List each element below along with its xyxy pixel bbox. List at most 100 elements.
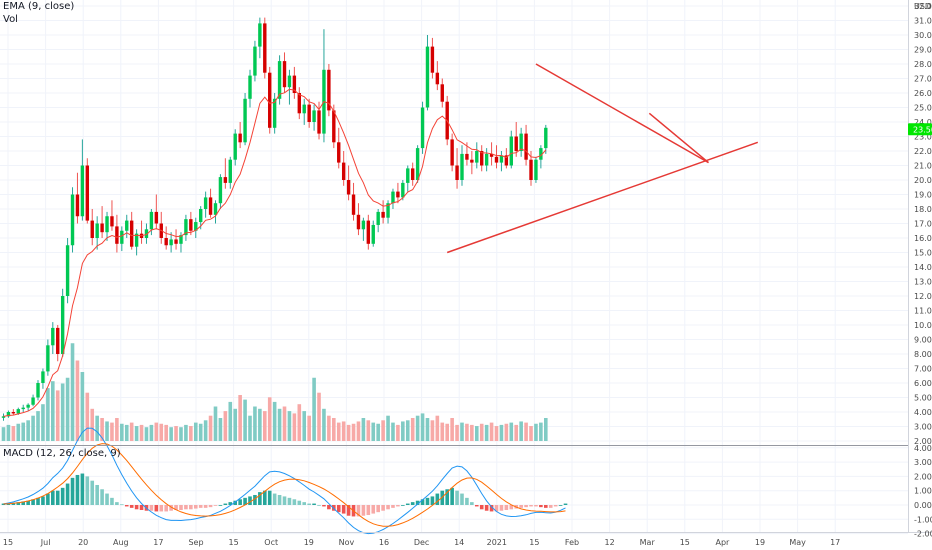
volume-bar xyxy=(154,422,159,441)
volume-bar xyxy=(366,420,371,441)
candle-body xyxy=(31,397,35,405)
time-tick-label: 2021 xyxy=(487,538,507,547)
candle-body xyxy=(144,229,149,238)
volume-bar xyxy=(499,424,504,441)
macd-bar xyxy=(440,490,445,505)
macd-bar xyxy=(51,490,55,505)
candle-body xyxy=(410,168,415,180)
price-tick-label: 26.00 xyxy=(914,89,932,98)
time-tick-label: 15 xyxy=(529,538,539,547)
volume-bar xyxy=(371,422,376,441)
volume-bar xyxy=(193,422,198,441)
macd-tick-label: 0.00 xyxy=(914,501,932,510)
candle-body xyxy=(60,296,65,354)
volume-bar xyxy=(179,427,183,441)
volume-bar xyxy=(445,423,449,441)
candle-body xyxy=(164,238,168,246)
macd-bar xyxy=(65,483,70,505)
candle-body xyxy=(406,168,410,183)
volume-bar xyxy=(440,422,445,441)
trendline xyxy=(446,141,759,254)
volume-bar xyxy=(85,392,90,441)
volume-bar xyxy=(430,420,435,441)
macd-bar xyxy=(208,505,213,508)
candle-body xyxy=(292,75,297,93)
macd-bar xyxy=(80,473,85,505)
macd-bar xyxy=(302,502,307,505)
macd-bar xyxy=(479,505,484,510)
time-tick-label: 20 xyxy=(78,538,88,547)
vol-legend[interactable]: Vol xyxy=(3,14,18,25)
volume-bar xyxy=(139,424,144,441)
volume-bar xyxy=(470,424,474,441)
volume-bar xyxy=(41,404,45,441)
macd-bar xyxy=(11,502,16,505)
candle-body xyxy=(435,72,440,85)
macd-bar xyxy=(267,490,272,505)
ema-legend[interactable]: EMA (9, close) xyxy=(3,1,74,12)
macd-bar xyxy=(243,497,247,505)
price-tick-label: 3.00 xyxy=(914,423,932,432)
volume-bar xyxy=(494,426,499,441)
candle-body xyxy=(134,233,139,247)
candle-body xyxy=(346,180,351,195)
macd-bar xyxy=(134,505,139,510)
volume-bar xyxy=(479,423,484,441)
macd-bar xyxy=(509,505,514,510)
volume-bar xyxy=(218,418,223,441)
candle-body xyxy=(184,219,188,236)
volume-bar xyxy=(55,390,60,441)
volume-bar xyxy=(435,415,440,441)
time-tick-label: Oct xyxy=(264,538,278,547)
candle-body xyxy=(484,153,489,166)
volume-bar xyxy=(332,418,336,441)
price-tick-label: 5.00 xyxy=(914,394,932,403)
candle-body xyxy=(430,46,435,73)
macd-bar xyxy=(272,493,277,505)
candle-body xyxy=(169,239,173,246)
volume-bar xyxy=(223,411,228,441)
volume-bar xyxy=(415,415,420,441)
macd-bar xyxy=(410,502,415,505)
macd-bar xyxy=(465,497,469,505)
macd-axis[interactable]: 4.00 3.00 2.00 1.00 0.00 -1.00 -2.00 xyxy=(914,444,932,539)
volume-bar xyxy=(90,408,95,441)
time-tick-label: Jul xyxy=(40,538,51,547)
macd-bar xyxy=(26,500,30,505)
macd-bar xyxy=(317,505,321,506)
macd-bar xyxy=(544,505,548,508)
volume-bar xyxy=(95,415,99,441)
price-axis[interactable]: 32.00 31.00 30.00 29.00 28.00 27.00 26.00 25.00… xyxy=(914,2,932,446)
volume-bar xyxy=(336,422,341,441)
macd-bar xyxy=(154,505,159,512)
volume-bar xyxy=(253,406,257,441)
volume-bar xyxy=(410,418,415,441)
candle-body xyxy=(272,98,277,128)
volume-bar xyxy=(80,372,85,441)
candle-body xyxy=(440,84,444,102)
volume-bar xyxy=(341,421,346,441)
macd-bar xyxy=(218,505,223,506)
macd-tick-label: 4.00 xyxy=(914,444,932,453)
macd-bar xyxy=(6,503,11,505)
volume-bar xyxy=(322,408,326,441)
candle-body xyxy=(233,133,237,160)
macd-bar xyxy=(189,505,193,510)
time-axis[interactable]: 15 Jul 20 Aug 17 Sep 15 Oct 19 Nov 16 Dec 14 2021 15 Fe… xyxy=(3,538,840,547)
macd-bar xyxy=(179,505,183,511)
volume-bar xyxy=(149,424,154,441)
candle-body xyxy=(85,165,90,221)
candle-body xyxy=(376,211,380,225)
macd-legend[interactable]: MACD (12, 26, close, 9) xyxy=(3,448,121,459)
candle-body xyxy=(381,211,385,218)
volume-bar xyxy=(307,415,311,441)
candle-body xyxy=(16,409,20,414)
time-tick-label: 15 xyxy=(680,538,690,547)
volume-bar xyxy=(1,427,6,441)
macd-bar xyxy=(36,497,40,505)
candle-body xyxy=(174,239,178,244)
volume-bar xyxy=(391,422,395,441)
candle-body xyxy=(100,223,104,233)
time-tick-label: 19 xyxy=(304,538,314,547)
